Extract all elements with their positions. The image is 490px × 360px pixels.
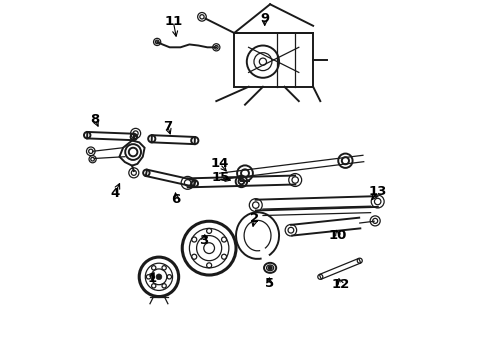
Circle shape xyxy=(268,266,272,270)
Text: 9: 9 xyxy=(260,12,270,25)
Text: 12: 12 xyxy=(332,278,350,291)
Text: 6: 6 xyxy=(172,193,181,206)
Text: 2: 2 xyxy=(250,212,259,225)
Text: 8: 8 xyxy=(91,113,100,126)
Text: 5: 5 xyxy=(265,278,274,291)
Text: 3: 3 xyxy=(199,234,208,247)
Text: 13: 13 xyxy=(368,185,387,198)
Text: 4: 4 xyxy=(110,187,120,200)
Text: 7: 7 xyxy=(163,121,172,134)
Text: 14: 14 xyxy=(211,157,229,170)
Circle shape xyxy=(156,274,162,280)
Text: 15: 15 xyxy=(212,171,230,184)
Text: 11: 11 xyxy=(164,15,182,28)
Text: 1: 1 xyxy=(147,272,156,285)
Text: 10: 10 xyxy=(329,229,347,242)
